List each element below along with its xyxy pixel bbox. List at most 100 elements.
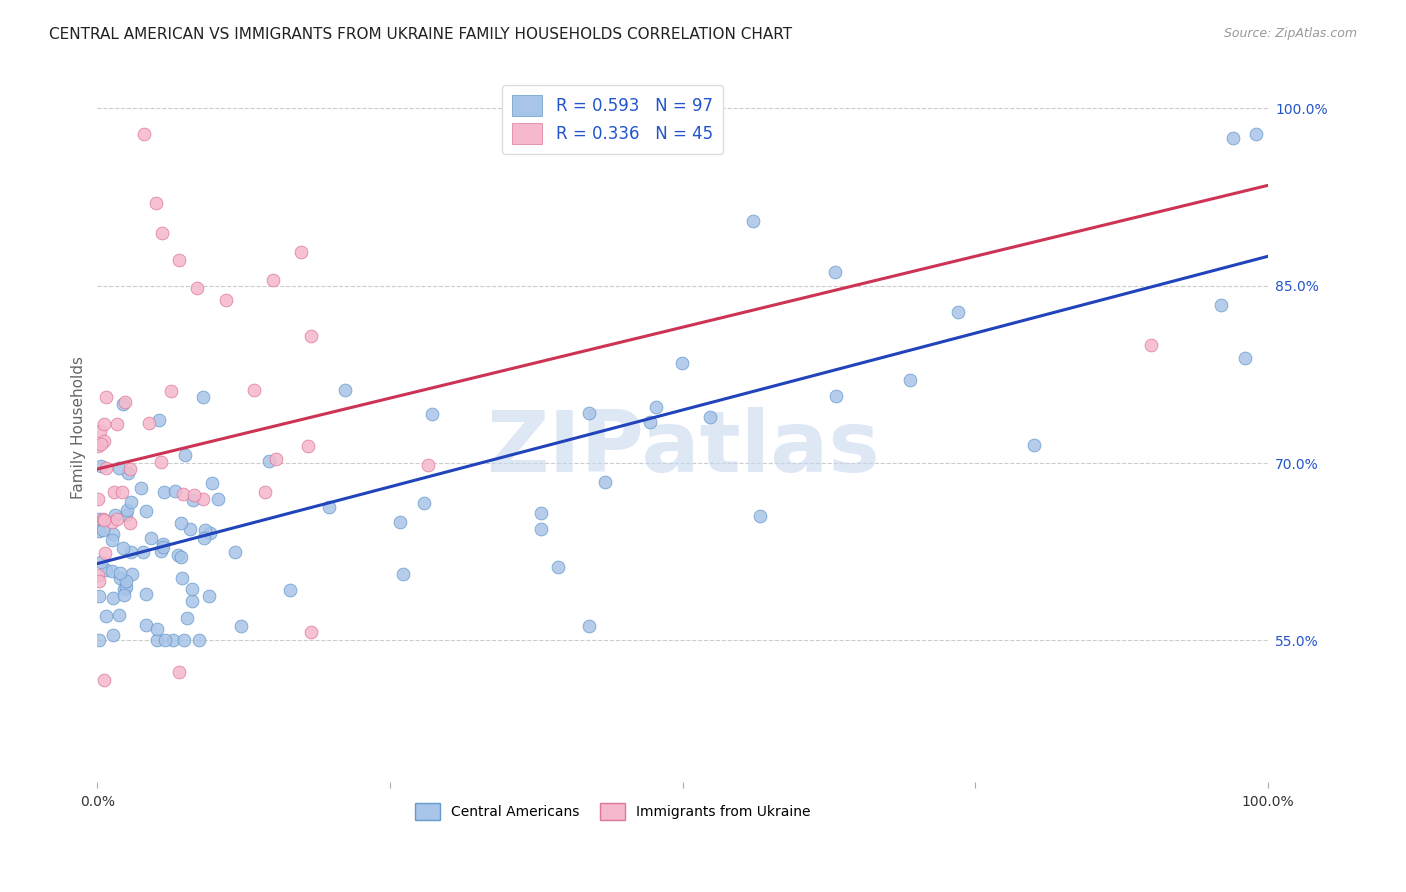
Point xyxy=(262,273,284,287)
Point xyxy=(318,500,340,514)
Point xyxy=(201,476,224,491)
Point xyxy=(264,451,287,466)
Point xyxy=(638,415,661,429)
Point xyxy=(299,625,322,640)
Point xyxy=(1246,128,1268,142)
Point xyxy=(170,516,193,530)
Point xyxy=(91,512,114,526)
Point xyxy=(141,531,163,545)
Point xyxy=(224,545,246,559)
Point xyxy=(530,506,553,520)
Point xyxy=(257,454,280,468)
Point xyxy=(101,628,124,642)
Point xyxy=(946,304,969,318)
Point xyxy=(131,545,153,559)
Y-axis label: Family Households: Family Households xyxy=(72,356,86,500)
Point xyxy=(101,591,124,606)
Point xyxy=(176,611,198,625)
Point xyxy=(578,619,600,633)
Point xyxy=(93,513,115,527)
Point xyxy=(112,541,135,556)
Text: Source: ZipAtlas.com: Source: ZipAtlas.com xyxy=(1223,27,1357,40)
Point xyxy=(243,383,266,397)
Point xyxy=(150,543,173,558)
Point xyxy=(103,485,125,500)
Point xyxy=(183,492,205,507)
Point xyxy=(644,400,666,414)
Point xyxy=(898,373,921,387)
Point xyxy=(93,546,115,560)
Text: CENTRAL AMERICAN VS IMMIGRANTS FROM UKRAINE FAMILY HOUSEHOLDS CORRELATION CHART: CENTRAL AMERICAN VS IMMIGRANTS FROM UKRA… xyxy=(49,27,793,42)
Point xyxy=(193,491,215,506)
Point xyxy=(593,475,616,489)
Point xyxy=(194,524,217,538)
Point xyxy=(111,485,134,500)
Point xyxy=(87,524,110,539)
Point xyxy=(389,515,412,529)
Point xyxy=(146,633,169,648)
Point xyxy=(114,574,136,589)
Point xyxy=(152,537,174,551)
Point xyxy=(172,487,194,501)
Point xyxy=(173,633,195,648)
Point xyxy=(87,439,110,453)
Point xyxy=(117,467,139,481)
Point xyxy=(153,484,176,499)
Point xyxy=(114,588,136,602)
Point xyxy=(112,582,135,597)
Point xyxy=(120,495,142,509)
Point xyxy=(108,566,131,581)
Point xyxy=(94,563,117,577)
Point xyxy=(87,574,110,589)
Point xyxy=(111,397,134,411)
Point xyxy=(188,633,211,648)
Point xyxy=(108,460,131,475)
Point xyxy=(181,582,204,597)
Point xyxy=(183,488,205,502)
Point xyxy=(170,571,193,585)
Point xyxy=(108,608,131,623)
Point xyxy=(117,503,139,517)
Point xyxy=(131,481,153,495)
Point xyxy=(90,458,112,473)
Point xyxy=(1140,338,1163,352)
Point xyxy=(180,594,202,608)
Point xyxy=(174,448,197,462)
Point xyxy=(87,568,110,582)
Point xyxy=(150,455,173,469)
Legend: Central Americans, Immigrants from Ukraine: Central Americans, Immigrants from Ukrai… xyxy=(409,798,815,825)
Point xyxy=(420,407,443,421)
Point xyxy=(169,252,191,267)
Point xyxy=(186,281,208,295)
Point xyxy=(159,384,181,398)
Point xyxy=(135,618,157,632)
Point xyxy=(671,356,693,370)
Point xyxy=(742,213,765,227)
Point xyxy=(145,196,167,211)
Point xyxy=(333,383,356,397)
Point xyxy=(278,582,301,597)
Point xyxy=(169,549,191,564)
Point xyxy=(155,633,177,648)
Point xyxy=(578,406,600,420)
Point xyxy=(87,633,110,648)
Point xyxy=(93,673,115,687)
Point xyxy=(94,609,117,624)
Point xyxy=(1233,351,1256,365)
Point xyxy=(416,458,439,472)
Point xyxy=(96,390,118,404)
Point xyxy=(198,589,221,603)
Point xyxy=(297,439,319,453)
Point xyxy=(290,245,312,260)
Point xyxy=(89,589,111,603)
Point xyxy=(90,555,112,569)
Point xyxy=(135,587,157,601)
Point xyxy=(89,512,111,526)
Point xyxy=(547,559,569,574)
Point xyxy=(101,533,124,547)
Point xyxy=(93,434,115,448)
Point xyxy=(134,128,156,142)
Point xyxy=(207,491,229,506)
Point xyxy=(824,389,846,403)
Point xyxy=(114,395,136,409)
